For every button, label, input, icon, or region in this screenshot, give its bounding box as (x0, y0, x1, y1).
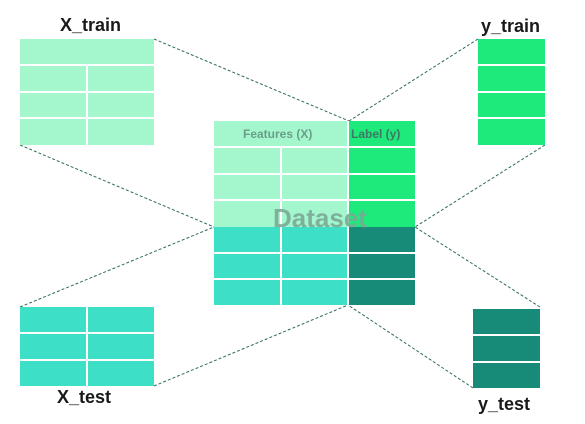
connector-ytrain-bottom (414, 144, 546, 228)
y-test-table (473, 309, 540, 388)
dataset-watermark-label: Dataset (273, 203, 367, 233)
x-test-label: X_test (57, 387, 112, 407)
dataset-table (214, 121, 415, 305)
connector-xtest-bottom (153, 304, 349, 387)
dataset-grid (214, 121, 415, 305)
y-train-table (478, 39, 545, 145)
connector-ytest-top (414, 226, 541, 308)
x-train-table (20, 39, 154, 145)
y-train-label: y_train (481, 16, 541, 36)
connector-xtest-top (19, 226, 215, 308)
connector-ytest-bottom (347, 304, 474, 389)
y-test-label: y_test (478, 394, 531, 414)
y-test-fill (473, 309, 540, 388)
y-test-grid (473, 334, 540, 363)
dataset-test-labels-fill (348, 227, 415, 305)
label-header: Label (y) (351, 127, 401, 141)
x-train-label: X_train (60, 15, 122, 35)
connector-xtrain-top (153, 38, 350, 122)
x-test-grid (20, 307, 154, 386)
x-test-table (20, 307, 154, 386)
features-header: Features (X) (243, 127, 313, 141)
x-train-grid (20, 64, 154, 145)
connector-xtrain-bottom (19, 144, 215, 228)
connector-lines (19, 38, 546, 389)
connector-ytrain-top (348, 38, 479, 122)
y-train-grid (478, 64, 545, 119)
